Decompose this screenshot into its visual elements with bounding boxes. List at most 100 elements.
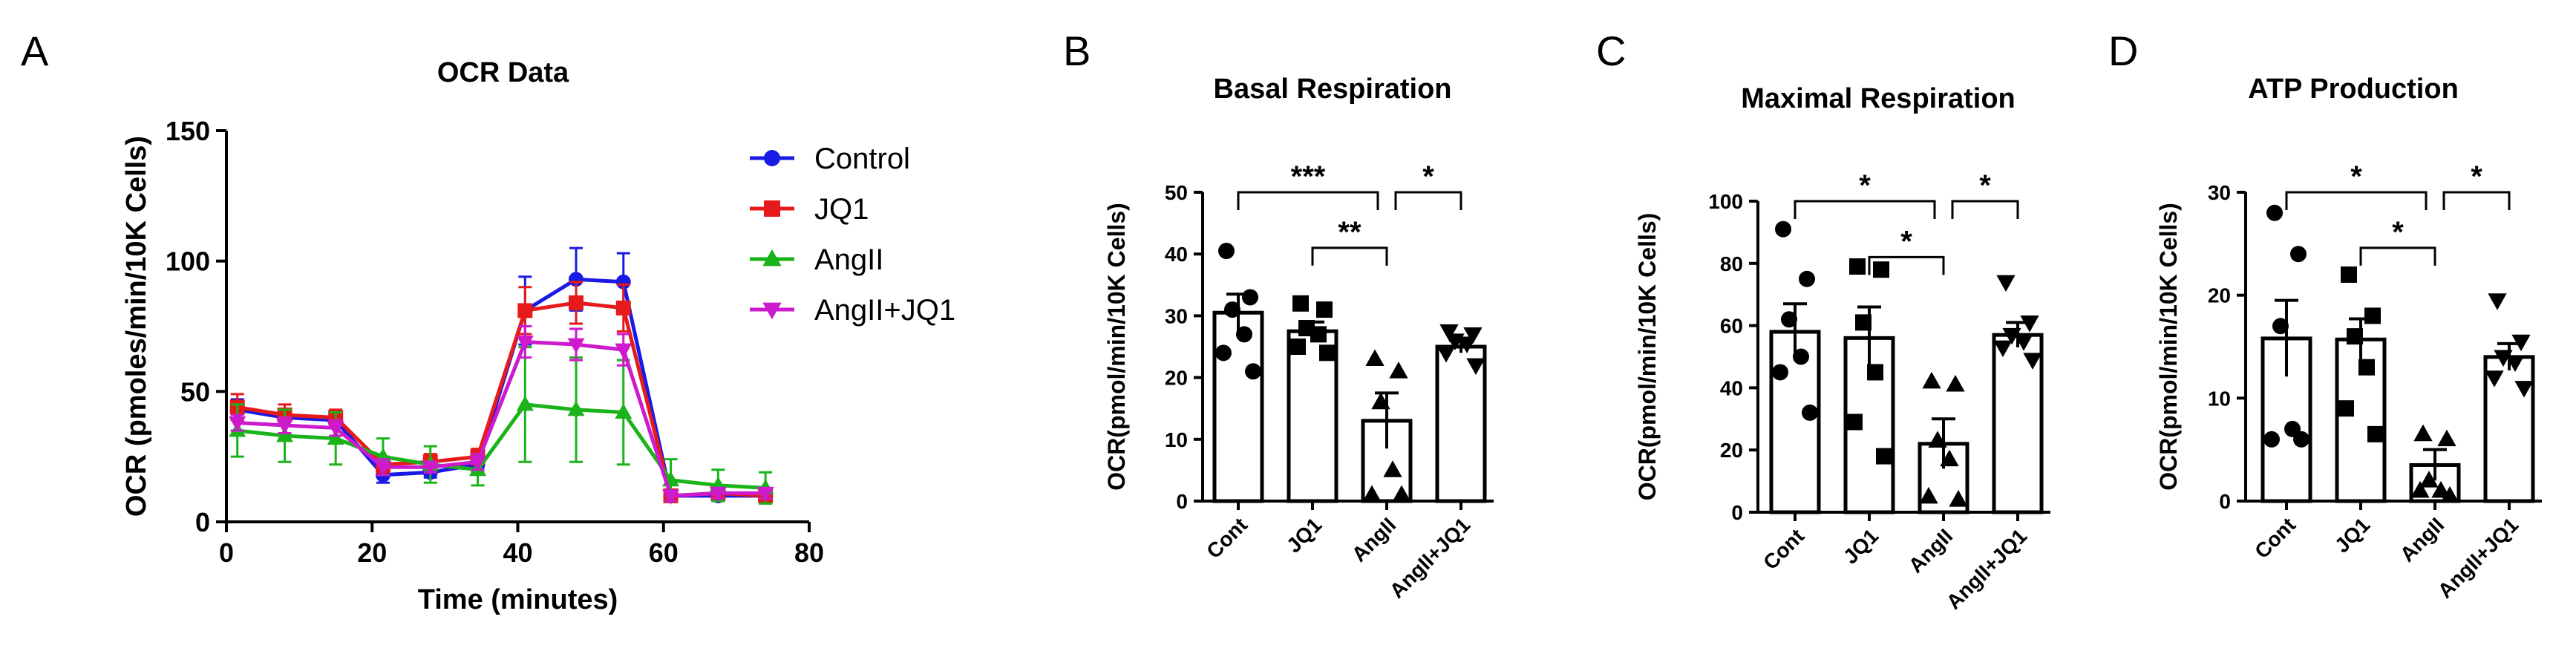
data-point xyxy=(1867,364,1883,381)
y-tick-label: 100 xyxy=(166,246,210,277)
bar-group-angii-jq1: AngII+JQ1 xyxy=(1385,324,1487,603)
data-point xyxy=(516,336,534,351)
data-point xyxy=(1215,344,1232,362)
data-point xyxy=(2358,359,2375,376)
data-point xyxy=(327,422,344,437)
significance-bracket: * xyxy=(1951,169,2019,219)
data-point xyxy=(1793,348,1809,365)
data-point xyxy=(1362,485,1382,503)
significance-bracket: * xyxy=(2442,160,2511,210)
x-tick-label: 20 xyxy=(357,537,387,568)
significance-label: * xyxy=(1859,169,1871,202)
data-point xyxy=(2367,425,2384,442)
x-axis-label: Time (minutes) xyxy=(418,584,618,615)
y-axis-label: OCR(pmol/min/10K Cells) xyxy=(1634,213,1661,501)
significance-bracket: * xyxy=(1394,160,1462,210)
data-point xyxy=(2263,431,2280,448)
data-point xyxy=(1236,326,1252,343)
legend-label: AngII+JQ1 xyxy=(814,294,955,327)
data-point xyxy=(1389,362,1408,379)
legend: Control JQ1 AngII AngII+JQ1 xyxy=(750,143,955,327)
y-tick-label: 0 xyxy=(1176,490,1188,513)
data-point xyxy=(1846,413,1863,431)
bar-group-jq1: JQ1 xyxy=(1839,258,1895,569)
data-point xyxy=(374,460,392,477)
bar-group-cont: Cont xyxy=(2250,204,2312,563)
panel-b: B Basal Respiration 0 10 20 30 40 50 OCR(pmol/mi… xyxy=(1063,27,1494,603)
x-tick-label: 40 xyxy=(503,537,532,568)
legend-label: AngII xyxy=(814,243,883,276)
x-tick-label: AngII+JQ1 xyxy=(1385,513,1474,602)
chart-title: Basal Respiration xyxy=(1214,73,1452,105)
data-point xyxy=(1316,301,1333,318)
chart-title: OCR Data xyxy=(437,57,569,88)
data-point xyxy=(2293,431,2309,448)
data-point xyxy=(2488,293,2507,310)
significance-label: * xyxy=(1422,160,1434,193)
significance-bracket: * xyxy=(1868,225,1945,275)
y-tick-label: 0 xyxy=(2219,490,2231,513)
legend-marker xyxy=(762,302,782,320)
x-tick-label: JQ1 xyxy=(1839,524,1883,568)
bar-group-angii: AngII xyxy=(1347,349,1413,566)
data-point xyxy=(2364,307,2381,324)
data-point xyxy=(1949,490,1968,507)
bar-group-cont: Cont xyxy=(1202,243,1264,563)
data-point xyxy=(567,338,585,354)
significance-bracket: * xyxy=(2285,160,2428,210)
legend-label: Control xyxy=(814,143,910,175)
x-tick-label: Cont xyxy=(1759,524,1808,574)
x-tick-label: 80 xyxy=(794,537,824,568)
data-point xyxy=(1855,314,1871,331)
data-point xyxy=(276,419,293,435)
data-point xyxy=(1383,460,1402,477)
data-point xyxy=(516,395,534,411)
x-tick-label: AngII+JQ1 xyxy=(1942,524,2031,613)
bracket-line xyxy=(2442,191,2511,210)
data-point xyxy=(569,295,583,310)
data-point xyxy=(1876,448,1892,465)
data-point xyxy=(422,460,439,477)
data-point xyxy=(1775,220,1791,238)
data-point xyxy=(709,486,727,503)
data-point xyxy=(1922,371,1941,389)
y-axis-label: OCR(pmol/min/10K Cells) xyxy=(2155,203,2182,491)
data-point xyxy=(567,400,585,416)
panel-letter-d: D xyxy=(2108,27,2138,74)
chart-title: ATP Production xyxy=(2248,73,2459,105)
data-point xyxy=(1466,358,1485,376)
data-point xyxy=(1996,275,2016,292)
data-point xyxy=(1392,485,1411,503)
significance-label: * xyxy=(1900,225,1912,258)
y-tick-label: 150 xyxy=(166,116,210,146)
bar xyxy=(2260,336,2312,503)
x-tick-label: 0 xyxy=(219,537,234,568)
series-line xyxy=(237,402,766,490)
x-tick-label: AngII+JQ1 xyxy=(2433,513,2523,602)
panel-a: A OCR Data 0 50 100 150 0 20 40 60 80 Time (minutes… xyxy=(21,27,955,615)
x-tick-label: 60 xyxy=(649,537,679,568)
significance-bracket: * xyxy=(2359,216,2436,266)
data-point xyxy=(615,343,632,359)
bracket-line xyxy=(1394,191,1462,210)
bracket-line xyxy=(1237,191,1379,210)
bar-group-jq1: JQ1 xyxy=(1282,295,1338,557)
data-point xyxy=(229,416,246,432)
data-point xyxy=(1319,344,1336,362)
y-tick-label: 30 xyxy=(1165,304,1188,327)
x-tick-label: AngII xyxy=(2396,513,2448,566)
data-point xyxy=(2410,480,2430,498)
y-tick-label: 80 xyxy=(1720,252,1743,275)
significance-bracket: *** xyxy=(1237,160,1379,210)
data-point xyxy=(1802,404,1818,421)
data-point xyxy=(1218,243,1235,260)
data-point xyxy=(756,486,774,503)
data-point xyxy=(1772,364,1788,381)
x-tick-label: Cont xyxy=(2250,513,2300,563)
significance-label: * xyxy=(2392,216,2404,249)
bar-group-angii: AngII xyxy=(2396,424,2461,566)
data-point xyxy=(1242,289,1258,306)
data-point xyxy=(2485,370,2504,388)
x-tick-label: JQ1 xyxy=(2330,513,2374,557)
y-tick-label: 30 xyxy=(2208,181,2231,204)
